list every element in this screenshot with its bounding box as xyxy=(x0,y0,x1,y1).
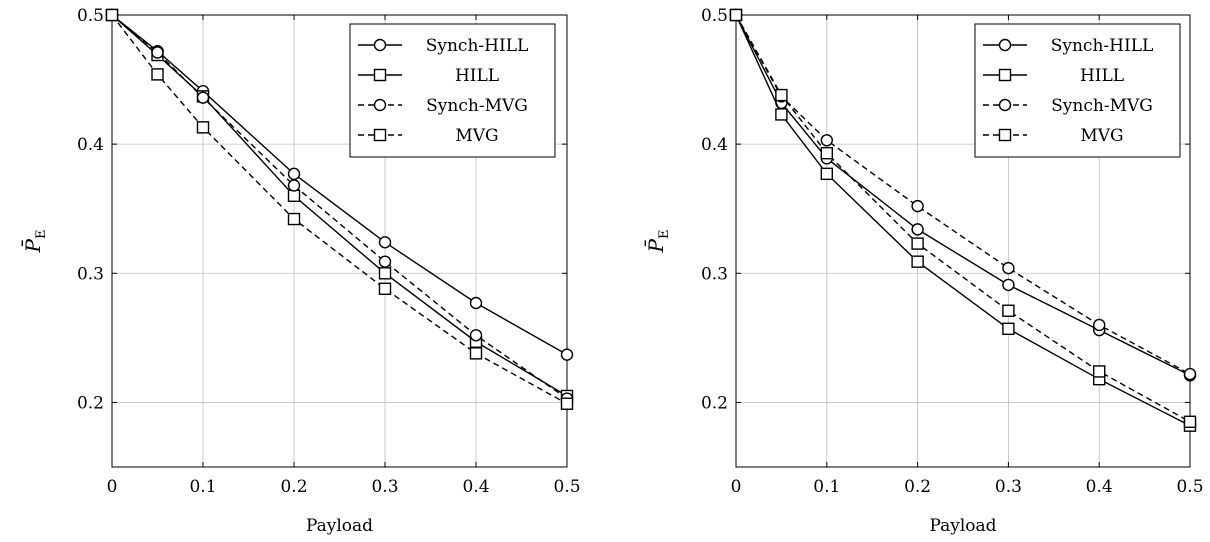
data-point xyxy=(1002,261,1015,275)
data-point xyxy=(378,282,392,295)
x-tick-label: 0.4 xyxy=(1086,477,1113,497)
x-axis-label: Payload xyxy=(929,516,996,536)
data-point xyxy=(378,267,392,280)
data-point xyxy=(378,236,392,249)
data-point xyxy=(196,121,210,134)
data-point xyxy=(105,8,119,22)
data-point xyxy=(378,255,392,268)
legend-label: Synch-HILL xyxy=(1051,36,1154,56)
x-tick-label: 0.3 xyxy=(371,477,398,497)
legend-marker xyxy=(373,38,387,52)
data-point xyxy=(911,255,924,268)
data-point xyxy=(775,108,788,121)
plot-frame xyxy=(111,14,568,468)
data-point xyxy=(287,212,301,226)
legend: Synch-HILL HILL Synch-MVG MVG xyxy=(974,23,1181,158)
x-tick-label: 0 xyxy=(107,477,118,497)
x-tick-label: 0.2 xyxy=(904,477,931,497)
data-point xyxy=(151,46,164,59)
y-tick-label: 0.5 xyxy=(77,6,104,26)
y-tick-label: 0.2 xyxy=(701,393,728,413)
x-tick-label: 0.1 xyxy=(813,477,840,497)
legend-marker xyxy=(998,68,1012,82)
x-axis-label: Payload xyxy=(306,516,373,536)
series-synch-mvg xyxy=(105,8,574,405)
data-point xyxy=(469,296,483,310)
x-tick-label: 0 xyxy=(731,477,742,497)
y-tick-label: 0.3 xyxy=(77,264,104,284)
data-point xyxy=(560,348,574,361)
legend-entry: Synch-MVG xyxy=(983,96,1153,116)
legend-marker xyxy=(373,98,387,112)
y-axis-label-main: P̄ xyxy=(643,238,668,253)
legend-label: Synch-MVG xyxy=(1051,96,1153,116)
data-point xyxy=(775,88,788,102)
data-point xyxy=(911,199,924,213)
y-axis-label: P̄E xyxy=(643,230,672,254)
chart-panel-1: 0 0.1 0.2 0.3 0.4 0.5 0.2 0.3 0.4 0.5 Payload P̄E Sy… xyxy=(20,6,580,536)
y-tick-label: 0.2 xyxy=(77,393,104,413)
legend-label: HILL xyxy=(455,66,499,86)
legend-entry: HILL xyxy=(983,66,1124,86)
data-point xyxy=(469,347,483,360)
y-axis-label-subscript: E xyxy=(657,230,672,240)
legend-marker xyxy=(373,128,387,142)
legend-entry: Synch-HILL xyxy=(983,36,1153,56)
legend-label: MVG xyxy=(1080,126,1123,146)
legend-entry: HILL xyxy=(358,66,499,86)
data-point xyxy=(287,167,301,181)
chart-panel-2: 0 0.1 0.2 0.3 0.4 0.5 0.2 0.3 0.4 0.5 Payload P̄E Sy… xyxy=(643,6,1203,536)
y-tick-label: 0.5 xyxy=(701,6,728,26)
y-tick-label: 0.3 xyxy=(701,264,728,284)
data-point xyxy=(287,189,301,203)
data-point xyxy=(560,397,574,410)
legend-label: Synch-HILL xyxy=(426,36,529,56)
legend-label: HILL xyxy=(1080,66,1124,86)
data-point xyxy=(1002,322,1015,336)
legend-label: MVG xyxy=(455,126,498,146)
y-axis-label: P̄E xyxy=(20,230,49,254)
x-tick-label: 0.3 xyxy=(995,477,1022,497)
data-point xyxy=(1183,367,1197,381)
plot-frame xyxy=(735,14,1191,468)
y-tick-label: 0.4 xyxy=(77,135,104,155)
legend-entry: MVG xyxy=(358,126,499,146)
legend-entry: Synch-MVG xyxy=(358,96,528,116)
data-point xyxy=(1002,278,1015,292)
data-point xyxy=(820,146,833,160)
data-point xyxy=(820,167,833,181)
data-point xyxy=(911,223,924,236)
series-mvg xyxy=(729,8,1197,428)
data-point xyxy=(1092,365,1106,378)
legend-marker xyxy=(998,98,1012,112)
series-mvg xyxy=(105,8,574,410)
legend-entry: MVG xyxy=(983,126,1124,146)
y-axis-label-subscript: E xyxy=(34,230,49,240)
data-point xyxy=(469,329,483,342)
data-point xyxy=(911,237,924,250)
data-point xyxy=(1183,415,1197,428)
x-tick-label: 0.5 xyxy=(1176,477,1203,497)
data-point xyxy=(196,91,210,104)
legend-marker xyxy=(373,68,387,82)
data-point xyxy=(287,179,301,192)
y-axis-label-main: P̄ xyxy=(20,238,45,253)
legend-marker xyxy=(998,38,1012,52)
x-tick-label: 0.4 xyxy=(462,477,489,497)
legend-marker xyxy=(998,128,1012,142)
y-tick-label: 0.4 xyxy=(701,135,728,155)
data-point xyxy=(729,8,743,22)
x-tick-label: 0.2 xyxy=(280,477,307,497)
legend-label: Synch-MVG xyxy=(426,96,528,116)
x-tick-label: 0.5 xyxy=(553,477,580,497)
x-tick-label: 0.1 xyxy=(189,477,216,497)
data-point xyxy=(1002,304,1015,317)
legend-entry: Synch-HILL xyxy=(358,36,528,56)
legend: Synch-HILL HILL Synch-MVG MVG xyxy=(349,23,556,158)
data-point xyxy=(151,68,164,81)
data-point xyxy=(820,134,833,147)
data-point xyxy=(1092,318,1106,332)
